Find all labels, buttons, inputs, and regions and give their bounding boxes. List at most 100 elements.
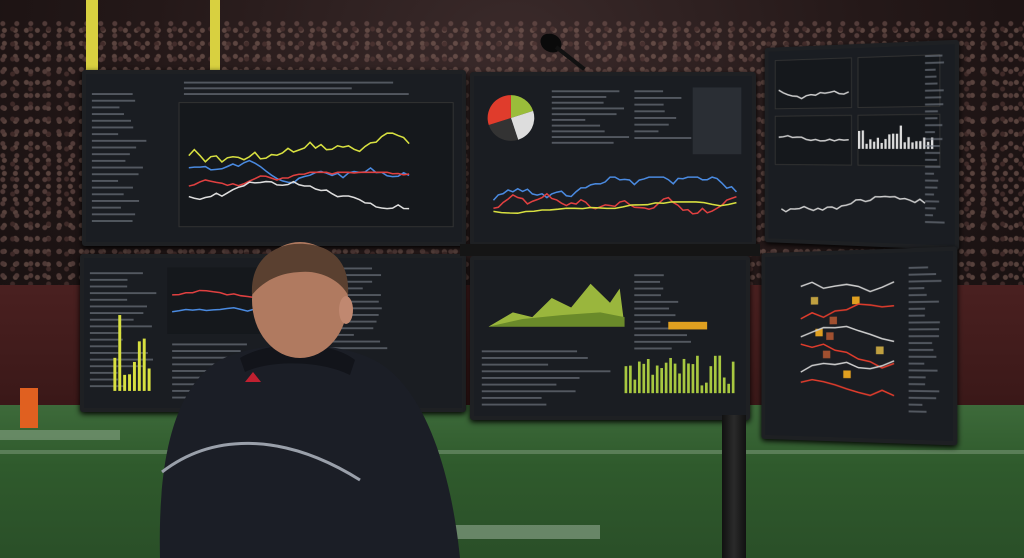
text-row <box>634 137 692 139</box>
text-row <box>91 133 119 136</box>
monitor-bottom-right <box>761 246 958 446</box>
text-row <box>91 139 147 142</box>
text-row <box>634 130 659 133</box>
bar <box>869 139 872 149</box>
text-row <box>91 206 121 209</box>
text-row <box>89 365 145 368</box>
text-row <box>925 207 936 210</box>
text-row <box>634 314 676 317</box>
logo-icon <box>245 372 261 382</box>
text-row <box>481 403 547 406</box>
text-row <box>91 173 139 176</box>
text-row <box>551 136 630 139</box>
chart-panel <box>775 115 851 165</box>
bar <box>687 363 690 394</box>
bar <box>696 355 699 394</box>
highlight-cell <box>668 321 708 330</box>
field-marking <box>0 430 120 440</box>
text-row <box>925 172 935 175</box>
diagram-node <box>852 296 860 305</box>
text-row <box>634 300 679 303</box>
bar <box>646 359 650 394</box>
bar <box>722 377 726 394</box>
text-row <box>908 376 926 379</box>
bar <box>899 125 903 149</box>
monitor-top-center <box>470 72 756 246</box>
text-row <box>481 396 542 399</box>
text-row <box>925 124 943 127</box>
bar <box>888 134 891 149</box>
text-row <box>925 158 938 161</box>
text-row <box>91 93 133 95</box>
bar <box>731 361 735 394</box>
text-row <box>908 383 926 386</box>
bar <box>919 141 922 149</box>
text-row <box>328 307 382 310</box>
bar <box>669 357 672 394</box>
chart-line <box>493 201 737 214</box>
text-row <box>925 96 942 99</box>
text-row <box>908 403 923 406</box>
text-row <box>925 82 938 85</box>
text-row <box>925 131 935 134</box>
bar <box>660 368 664 394</box>
text-row <box>328 314 379 316</box>
text-row <box>89 338 123 341</box>
bar <box>128 374 132 391</box>
bar <box>651 374 655 394</box>
text-row <box>551 96 607 98</box>
bar <box>865 143 868 149</box>
screen <box>474 260 746 416</box>
text-row <box>925 200 940 203</box>
text-row <box>634 287 664 290</box>
screen <box>768 44 955 246</box>
ear <box>339 296 353 324</box>
text-row <box>634 117 677 119</box>
screen <box>474 76 752 242</box>
bar <box>727 383 731 394</box>
text-row <box>908 355 937 358</box>
text-row <box>634 96 682 99</box>
text-row <box>551 141 614 144</box>
bar <box>633 379 637 394</box>
text-row <box>172 356 240 359</box>
bar <box>147 368 151 391</box>
text-row <box>328 320 377 323</box>
text-row <box>925 145 940 147</box>
text-row <box>91 126 134 129</box>
text-row <box>925 68 936 71</box>
mount-bar <box>460 244 760 256</box>
jacket-stripe <box>161 441 361 482</box>
bar <box>895 133 899 149</box>
bar <box>876 137 880 149</box>
text-row <box>634 90 664 93</box>
text-row <box>551 101 604 104</box>
pie-slice <box>488 117 519 141</box>
chart-line <box>493 192 737 215</box>
text-row <box>328 333 354 336</box>
text-row <box>89 332 122 334</box>
text-row <box>91 119 131 122</box>
text-row <box>328 300 379 303</box>
monitor-stand-pole <box>722 415 746 558</box>
bar <box>700 385 704 394</box>
coach-figure <box>159 242 460 558</box>
text-row <box>908 314 925 317</box>
chart-line <box>188 159 410 184</box>
text-row <box>328 280 373 283</box>
diagram-node <box>826 332 834 340</box>
text-row <box>634 274 664 277</box>
bar <box>678 373 681 394</box>
monitor-bottom-center <box>470 256 750 420</box>
text-row <box>634 307 670 310</box>
text-row <box>908 321 940 324</box>
chart-line <box>492 176 738 201</box>
bar <box>884 139 887 149</box>
text-row <box>634 340 691 343</box>
text-row <box>634 103 664 106</box>
chart-panel <box>858 114 940 166</box>
text-row <box>925 75 937 78</box>
diagram-node <box>822 350 831 359</box>
text-row <box>908 410 927 413</box>
screen-background <box>765 250 954 442</box>
